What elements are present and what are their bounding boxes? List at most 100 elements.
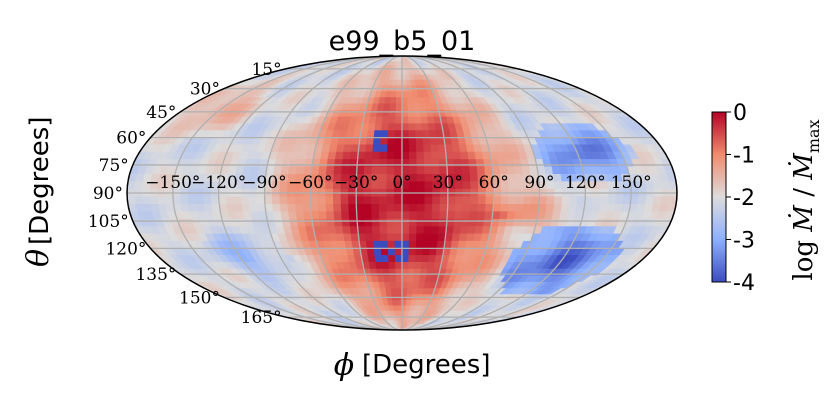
heatmap-cell xyxy=(599,196,609,205)
heatmap-cell xyxy=(363,211,373,220)
phi-tick-label: −150° xyxy=(145,173,200,193)
heatmap-cell xyxy=(374,255,383,263)
heatmap-cell xyxy=(401,151,410,160)
heatmap-cell xyxy=(660,196,670,205)
heatmap-cell xyxy=(319,218,329,227)
heatmap-cell xyxy=(439,204,449,212)
theta-tick-labels: 15° 30° 45°60° 75° 90° 105° 120° 135°150° 165° xyxy=(88,60,282,328)
heatmap-cell xyxy=(546,196,556,205)
heatmap-cell xyxy=(447,196,456,205)
heatmap-cell xyxy=(401,79,408,86)
heatmap-cell xyxy=(401,137,410,146)
heatmap-cell xyxy=(560,204,570,212)
heatmap-cell xyxy=(386,196,395,205)
heatmap-cell xyxy=(396,79,403,86)
heatmap-cell xyxy=(462,196,472,205)
heatmap-cell xyxy=(407,109,416,118)
heatmap-cell xyxy=(416,181,426,190)
heatmap-cell xyxy=(408,248,417,256)
colorbar-ticks: 0 -1 -2 -3 -4 xyxy=(726,101,755,296)
heatmap-cell xyxy=(446,218,455,227)
heatmap-cell xyxy=(334,218,344,227)
heatmap-cell xyxy=(326,218,336,227)
heatmap-cell xyxy=(395,281,403,289)
heatmap-cell xyxy=(415,248,424,256)
heatmap-cell xyxy=(424,204,433,212)
heatmap-cell xyxy=(387,144,396,153)
theta-tick-label: 150° xyxy=(179,288,220,308)
heatmap-cell xyxy=(388,255,396,263)
heatmap-cell xyxy=(373,137,382,146)
heatmap-cell xyxy=(545,204,555,212)
heatmap-cell xyxy=(386,218,395,227)
heatmap-cell xyxy=(380,240,389,249)
heatmap-cell xyxy=(383,103,391,111)
heatmap-cell xyxy=(409,159,418,168)
heatmap-cell xyxy=(302,196,311,205)
theta-tick-label: 135° xyxy=(135,265,176,285)
heatmap-cell xyxy=(356,218,366,227)
heatmap-cell xyxy=(387,233,396,242)
heatmap-cell xyxy=(378,204,388,212)
heatmap-cell xyxy=(356,211,365,220)
heatmap-cell xyxy=(302,204,312,212)
heatmap-cell xyxy=(341,211,350,220)
heatmap-cell xyxy=(375,116,384,124)
heatmap-cell xyxy=(341,218,351,227)
heatmap-cell xyxy=(248,196,258,205)
heatmap-cell xyxy=(430,233,439,242)
heatmap-cell xyxy=(569,196,578,205)
heatmap-cell xyxy=(475,159,485,168)
heatmap-cell xyxy=(210,196,220,205)
heatmap-cell xyxy=(374,123,383,131)
heatmap-cell xyxy=(383,275,391,283)
heatmap-cell xyxy=(394,204,403,212)
heatmap-cell xyxy=(386,204,395,212)
heatmap-cell xyxy=(477,196,487,205)
heatmap-cell xyxy=(394,240,403,249)
heatmap-cell xyxy=(409,218,418,227)
heatmap-cell xyxy=(401,144,410,153)
heatmap-cell xyxy=(401,91,408,98)
heatmap-cell xyxy=(325,196,334,205)
phi-tick-label: −30° xyxy=(334,173,378,193)
heatmap-cell xyxy=(319,159,329,168)
heatmap-cell xyxy=(422,240,431,249)
heatmap-cell xyxy=(561,196,571,205)
heatmap-cell xyxy=(416,174,426,182)
heatmap-cell xyxy=(382,109,391,118)
heatmap-cell xyxy=(364,226,374,235)
heatmap-cell xyxy=(334,159,344,168)
heatmap-cell xyxy=(381,261,390,270)
colorbar-tick-label: 0 xyxy=(733,101,747,126)
heatmap-cell xyxy=(622,196,632,205)
y-axis-symbol: θ xyxy=(21,249,56,267)
graticule-grid xyxy=(127,56,677,330)
heatmap-cell xyxy=(356,159,366,168)
heatmap-cell xyxy=(531,196,540,205)
heatmap-cell xyxy=(485,196,494,205)
heatmap-cell xyxy=(388,123,396,131)
heatmap-cell xyxy=(423,226,432,235)
heatmap-cell xyxy=(379,226,388,235)
heatmap-cell xyxy=(431,159,440,168)
heatmap-cell xyxy=(460,159,470,168)
heatmap-cell xyxy=(394,123,403,131)
heatmap-cell xyxy=(591,196,601,205)
heatmap-cell xyxy=(401,130,410,138)
heatmap-cell xyxy=(392,74,399,81)
heatmap-cell xyxy=(364,151,374,160)
heatmap-cell xyxy=(652,181,662,190)
heatmap-cell xyxy=(280,211,290,220)
heatmap-cell xyxy=(318,211,328,220)
heatmap-cell xyxy=(401,233,410,242)
heatmap-cell xyxy=(387,137,396,146)
heatmap-cell xyxy=(499,211,509,220)
heatmap-cell xyxy=(226,196,235,205)
heatmap-cell xyxy=(424,196,433,205)
heatmap-cell xyxy=(376,109,385,118)
heatmap-cell xyxy=(415,130,424,138)
heatmap-cell xyxy=(459,226,470,235)
heatmap-cell xyxy=(408,151,418,160)
